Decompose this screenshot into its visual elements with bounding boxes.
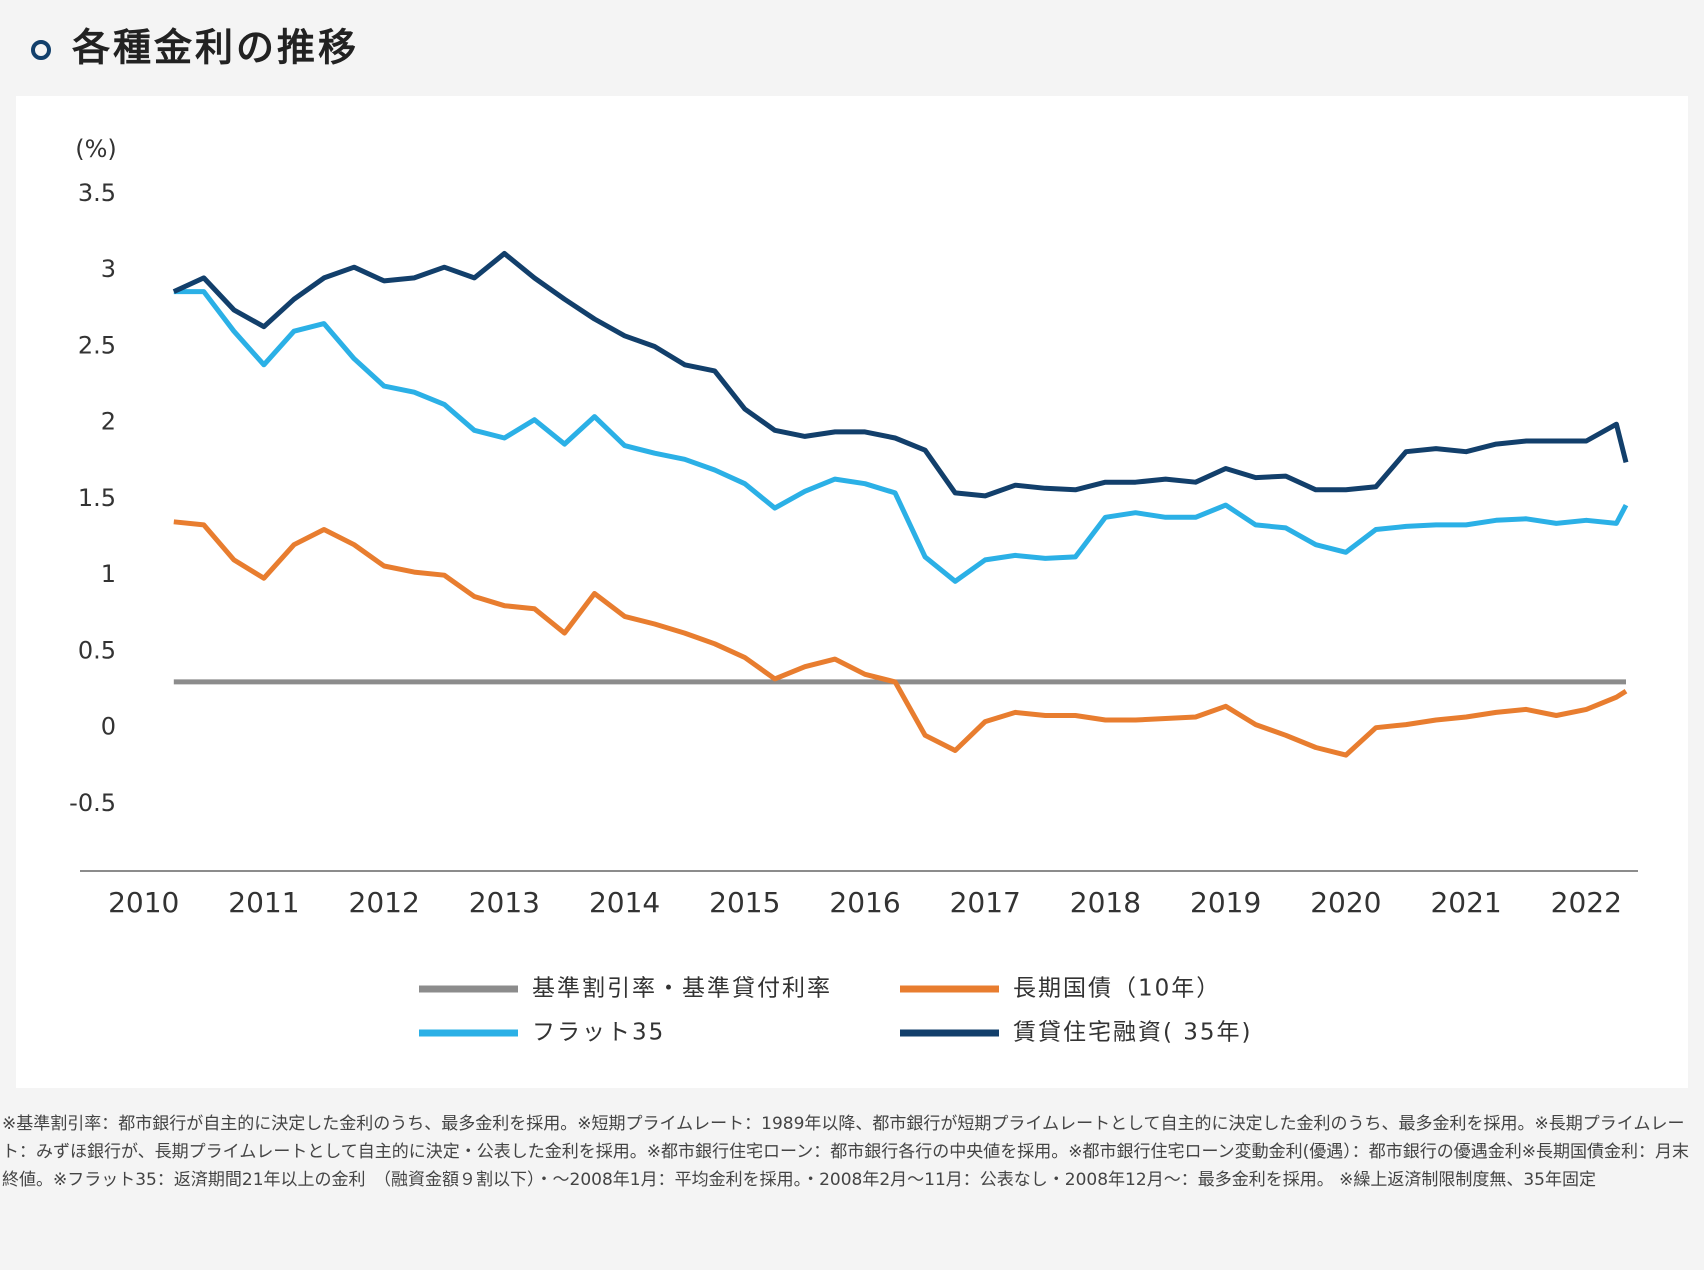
- x-tick-label: 2018: [1070, 886, 1141, 919]
- x-tick-label: 2021: [1430, 886, 1501, 919]
- y-axis-label: (%): [75, 135, 117, 163]
- legend-label: 長期国債（10年）: [1013, 976, 1221, 1002]
- chart-card: [16, 96, 1688, 1088]
- y-tick-label: 3: [101, 255, 116, 283]
- y-tick-label: 0: [101, 713, 116, 741]
- y-tick-label: 1.5: [78, 484, 116, 512]
- x-tick-label: 2015: [709, 886, 780, 919]
- x-tick-label: 2014: [589, 886, 660, 919]
- y-tick-label: 0.5: [78, 636, 116, 664]
- legend-label: 基準割引率・基準貸付利率: [532, 976, 832, 1002]
- series-line: [173, 519, 1628, 758]
- x-tick-label: 2019: [1190, 886, 1261, 919]
- x-tick-label: 2016: [829, 886, 900, 919]
- x-tick-label: 2012: [349, 886, 420, 919]
- title-icon: [31, 40, 51, 60]
- x-tick-label: 2010: [108, 886, 179, 919]
- y-tick-label: 2: [101, 408, 116, 436]
- chart: 各種金利の推移 (%) -0.5 0 0.5 1 1.5 2 2.5 3 3.5 2010 2011…: [16, 26, 1688, 1088]
- y-tick-label: -0.5: [69, 789, 116, 817]
- x-tick-label: 2011: [228, 886, 299, 919]
- series-line: [173, 289, 1629, 584]
- x-tick-label: 2013: [469, 886, 540, 919]
- y-tick-label: 1: [101, 560, 116, 588]
- legend-label: フラット35: [532, 1020, 665, 1046]
- chart-title: 各種金利の推移: [72, 26, 359, 70]
- series-line: [172, 251, 1629, 499]
- y-tick-label: 2.5: [78, 331, 116, 359]
- legend-label: 賃貸住宅融資( 35年): [1013, 1020, 1253, 1046]
- x-tick-label: 2017: [950, 886, 1021, 919]
- y-tick-label: 3.5: [78, 179, 116, 207]
- x-tick-label: 2022: [1551, 886, 1622, 919]
- footnote: ※基準割引率：都市銀行が自主的に決定した金利のうち、最多金利を採用。※短期プライ…: [2, 1114, 1689, 1190]
- x-tick-label: 2020: [1310, 886, 1381, 919]
